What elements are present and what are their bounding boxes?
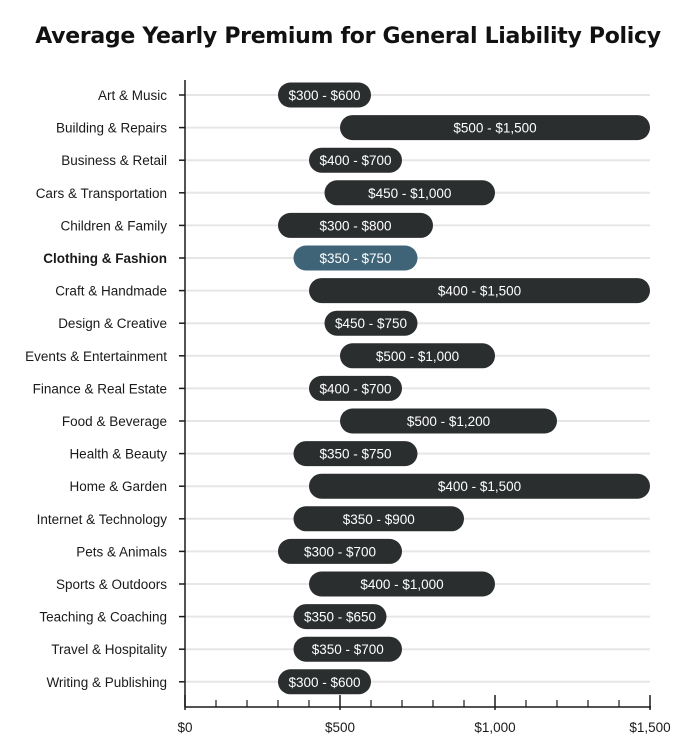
range-bar <box>309 571 495 597</box>
category-label: Cars & Transportation <box>36 186 167 201</box>
bar-value-label: $350 - $750 <box>319 447 391 462</box>
bar-value-label: $400 - $1,500 <box>438 284 521 299</box>
category-label: Art & Music <box>98 88 167 103</box>
category-label: Health & Beauty <box>69 447 167 462</box>
range-bar <box>340 408 557 434</box>
bar-value-label: $450 - $750 <box>335 316 407 331</box>
range-bar <box>293 604 387 630</box>
bar-value-label: $350 - $650 <box>304 610 376 625</box>
bar-value-label: $350 - $700 <box>312 642 384 657</box>
x-tick-label: $500 <box>325 720 355 735</box>
category-label: Children & Family <box>60 218 167 233</box>
bar-value-label: $300 - $700 <box>304 544 376 559</box>
range-bar <box>293 245 418 271</box>
category-label: Craft & Handmade <box>55 284 167 299</box>
bar-value-label: $300 - $600 <box>288 675 360 690</box>
chart-title: Average Yearly Premium for General Liabi… <box>35 24 661 49</box>
range-bar <box>278 82 371 108</box>
bar-value-label: $500 - $1,500 <box>453 121 536 136</box>
bar-value-label: $300 - $800 <box>319 218 391 233</box>
category-label: Writing & Publishing <box>46 675 167 690</box>
bar-value-label: $350 - $900 <box>343 512 415 527</box>
category-label: Food & Beverage <box>62 414 167 429</box>
range-bar <box>340 115 650 141</box>
bar-value-label: $500 - $1,000 <box>376 349 459 364</box>
range-bar <box>309 473 650 499</box>
range-bar <box>293 441 418 467</box>
range-bar <box>293 636 402 662</box>
range-bar <box>324 310 418 336</box>
category-label: Business & Retail <box>61 153 167 168</box>
category-label: Sports & Outdoors <box>56 577 167 592</box>
range-bar <box>309 375 402 401</box>
bar-value-label: $500 - $1,200 <box>407 414 490 429</box>
range-bar <box>340 343 495 369</box>
category-label: Design & Creative <box>58 316 167 331</box>
bar-value-label: $400 - $1,000 <box>360 577 443 592</box>
category-label: Events & Entertainment <box>25 349 167 364</box>
range-bar <box>324 180 495 206</box>
x-tick-label: $0 <box>177 720 192 735</box>
bar-value-label: $300 - $600 <box>288 88 360 103</box>
category-label: Clothing & Fashion <box>43 251 167 266</box>
bar-value-label: $350 - $750 <box>319 251 391 266</box>
x-tick-label: $1,500 <box>629 720 670 735</box>
range-bar <box>278 669 371 695</box>
category-label: Pets & Animals <box>76 544 167 559</box>
category-label: Building & Repairs <box>56 121 167 136</box>
category-label: Finance & Real Estate <box>33 381 167 396</box>
bar-value-label: $450 - $1,000 <box>368 186 451 201</box>
range-bar <box>309 147 402 173</box>
bar-value-label: $400 - $1,500 <box>438 479 521 494</box>
bar-value-label: $400 - $700 <box>319 153 391 168</box>
bar-value-label: $400 - $700 <box>319 381 391 396</box>
category-label: Travel & Hospitality <box>51 642 167 657</box>
range-bar <box>293 506 464 532</box>
category-label: Teaching & Coaching <box>39 610 167 625</box>
range-bar <box>309 278 650 304</box>
x-tick-label: $1,000 <box>474 720 515 735</box>
range-bar <box>278 212 433 238</box>
range-bar <box>278 538 402 564</box>
category-label: Home & Garden <box>69 479 167 494</box>
category-label: Internet & Technology <box>37 512 168 527</box>
